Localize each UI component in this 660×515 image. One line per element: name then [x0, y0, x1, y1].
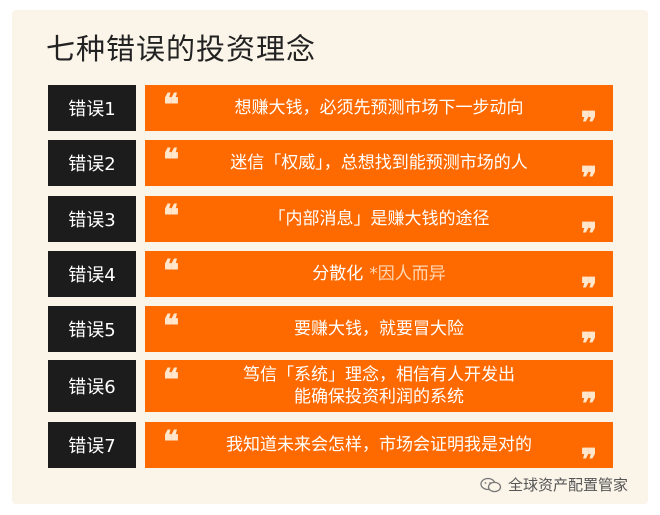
error-row-7: 错误7 ❝ 我知道未来会怎样，市场会证明我是对的 ❞: [48, 422, 613, 476]
error-label-1: 错误1: [48, 85, 136, 131]
close-quote-icon: ❞: [580, 217, 597, 252]
close-quote-icon: ❞: [580, 272, 597, 307]
error-text-box-6: ❝ 笃信「系统」理念，相信有人开发出 能确保投资利润的系统 ❞: [145, 360, 613, 420]
error-label-3: 错误3: [48, 196, 136, 242]
error-label-2: 错误2: [48, 140, 136, 186]
watermark-text: 全球资产配置管家: [508, 476, 629, 494]
error-text-box-5: ❝ 要赚大钱，就要冒大险 ❞: [145, 306, 613, 360]
error-text-2: 迷信「权威」，总想找到能预测市场的人: [230, 153, 528, 173]
error-text-3: 「内部消息」是赚大钱的途径: [268, 209, 490, 229]
error-label-7: 错误7: [48, 422, 136, 468]
error-text-box-1: ❝ 想赚大钱，必须先预测市场下一步动向 ❞: [145, 85, 613, 139]
error-row-5: 错误5 ❝ 要赚大钱，就要冒大险 ❞: [48, 306, 613, 360]
error-row-6: 错误6 ❝ 笃信「系统」理念，相信有人开发出 能确保投资利润的系统 ❞: [48, 360, 613, 420]
error-text-box-2: ❝ 迷信「权威」，总想找到能预测市场的人 ❞: [145, 140, 613, 194]
error-text-box-3: ❝ 「内部消息」是赚大钱的途径 ❞: [145, 196, 613, 250]
error-label-5: 错误5: [48, 306, 136, 352]
error-row-4: 错误4 ❝ 分散化 *因人而异 ❞: [48, 251, 613, 305]
error-text-6-line1: 笃信「系统」理念，相信有人开发出: [243, 365, 515, 385]
close-quote-icon: ❞: [580, 327, 597, 362]
close-quote-icon: ❞: [580, 387, 597, 422]
page-title: 七种错误的投资理念: [46, 32, 317, 66]
error-text-4: 分散化: [312, 264, 364, 284]
error-text-box-7: ❝ 我知道未来会怎样，市场会证明我是对的 ❞: [145, 422, 613, 476]
open-quote-icon: ❝: [163, 199, 180, 234]
open-quote-icon: ❝: [163, 143, 180, 178]
open-quote-icon: ❝: [163, 309, 180, 344]
open-quote-icon: ❝: [163, 88, 180, 123]
error-label-4: 错误4: [48, 251, 136, 297]
error-text-7: 我知道未来会怎样，市场会证明我是对的: [226, 435, 532, 455]
error-text-box-4: ❝ 分散化 *因人而异 ❞: [145, 251, 613, 305]
wechat-icon: [480, 477, 502, 492]
error-row-2: 错误2 ❝ 迷信「权威」，总想找到能预测市场的人 ❞: [48, 140, 613, 194]
open-quote-icon: ❝: [163, 425, 180, 460]
error-row-3: 错误3 ❝ 「内部消息」是赚大钱的途径 ❞: [48, 196, 613, 250]
close-quote-icon: ❞: [580, 161, 597, 196]
error-text-5: 要赚大钱，就要冒大险: [294, 319, 464, 339]
error-label-6: 错误6: [48, 360, 136, 412]
open-quote-icon: ❝: [163, 363, 180, 398]
open-quote-icon: ❝: [163, 254, 180, 289]
error-text-6-line2: 能确保投资利润的系统: [294, 387, 464, 407]
error-text-1: 想赚大钱，必须先预测市场下一步动向: [234, 98, 524, 118]
close-quote-icon: ❞: [580, 106, 597, 141]
watermark: 全球资产配置管家: [480, 474, 628, 495]
error-note-4: *因人而异: [369, 264, 446, 284]
error-row-1: 错误1 ❝ 想赚大钱，必须先预测市场下一步动向 ❞: [48, 85, 613, 139]
close-quote-icon: ❞: [580, 443, 597, 478]
